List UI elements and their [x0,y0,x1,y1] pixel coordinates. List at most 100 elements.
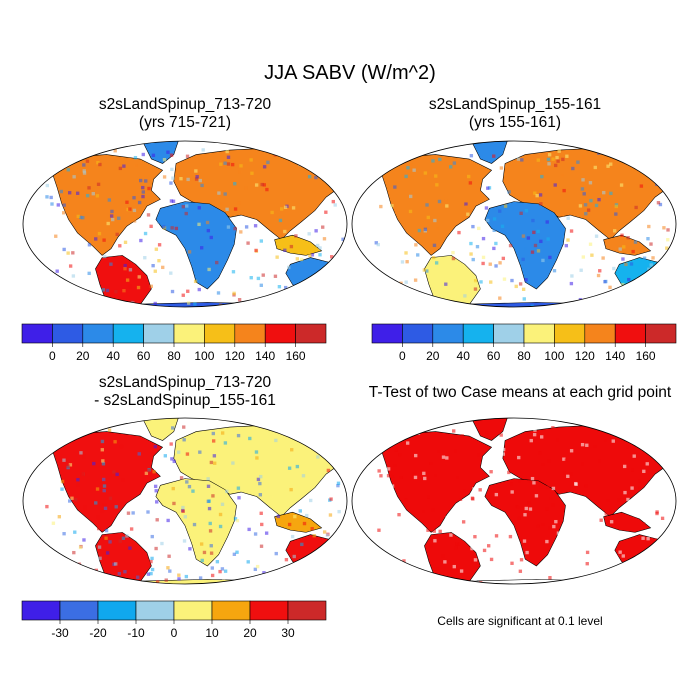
field-cell [535,193,539,198]
field-cell [144,179,148,183]
colorbar-tick-label: 40 [107,349,121,363]
field-cell [451,256,456,261]
field-cell [171,486,175,491]
field-cell [569,449,574,453]
field-cell [398,452,402,457]
field-cell [72,175,76,179]
field-cell [394,210,399,214]
field-cell [452,161,457,165]
field-cell [134,164,138,168]
field-cell [472,487,476,491]
field-cell [524,506,528,511]
field-cell [444,282,448,286]
field-cell [421,510,426,514]
field-cell [268,481,273,486]
field-cell [211,431,216,436]
field-cell [96,161,100,165]
field-cell [259,511,263,515]
field-cell [379,300,383,304]
map-boundary [351,140,677,308]
field-cell [237,496,241,500]
field-cell [153,484,158,489]
field-cell [139,238,143,243]
field-cell [693,468,696,471]
field-cell [516,505,520,509]
field-cell [223,441,228,445]
field-cell [171,176,175,180]
field-cell [83,505,87,510]
field-cell [513,559,518,563]
field-cell [510,490,514,494]
field-cell [637,442,641,447]
field-cell [361,438,364,441]
colorbar-tick-label: 20 [243,626,257,640]
field-cell [564,243,569,248]
field-cell [348,211,351,214]
field-cell [129,527,134,531]
field-cell [556,531,561,535]
field-cell [253,224,258,228]
field-cell [469,154,474,158]
field-cell [597,197,601,202]
figure-title: JJA SABV (W/m^2) [264,62,436,84]
field-cell [664,275,669,279]
greenland-shape [142,141,179,164]
field-cell [640,566,644,571]
field-cell [357,570,360,573]
colorbar-tick-label: -20 [89,626,107,640]
field-cell [328,292,333,296]
field-cell [377,551,382,556]
field-cell [171,426,175,430]
field-cell [671,257,675,261]
field-cell [564,458,569,462]
field-cell [473,558,478,562]
field-cell [154,489,158,493]
field-cell [87,243,92,247]
field-cell [108,540,112,544]
field-cell [206,228,211,233]
greenland-shape [471,141,508,164]
field-cell [119,444,124,449]
field-cell [314,229,318,233]
field-cell [192,522,197,527]
field-cell [606,498,611,503]
field-cell [185,154,190,158]
field-cell [666,238,670,242]
field-cell [379,474,383,478]
field-cell [322,530,327,534]
field-cell [332,445,337,450]
field-cell [197,222,201,227]
field-cell [184,211,188,216]
field-cell [417,228,422,233]
field-cell [342,472,347,476]
field-cell [502,534,506,538]
field-cell [557,149,561,153]
field-cell [510,561,514,565]
field-cell [603,438,607,443]
colorbar-tick-label: 0 [399,349,406,363]
field-cell [325,533,330,537]
field-cell [588,181,593,185]
field-cell [174,226,179,231]
field-cell [556,159,560,163]
field-cell [466,212,470,216]
colorbar-tick-label: 20 [426,349,440,363]
field-cell [68,264,73,268]
field-cell [339,553,343,558]
field-cell [340,526,344,531]
field-cell [582,192,586,196]
field-cell [505,538,509,543]
field-cell [181,205,185,209]
field-cell [518,569,523,573]
field-cell [582,155,586,159]
field-cell [289,487,293,492]
field-cell [539,435,544,439]
field-cell [324,565,329,570]
field-cell [324,274,329,279]
field-cell [123,263,127,268]
field-cell [441,455,446,459]
panel-title-line2: (yrs 155-161) [468,114,562,131]
se-asia-islands-shape [274,234,323,256]
field-cell [546,237,550,241]
field-cell [256,477,261,482]
